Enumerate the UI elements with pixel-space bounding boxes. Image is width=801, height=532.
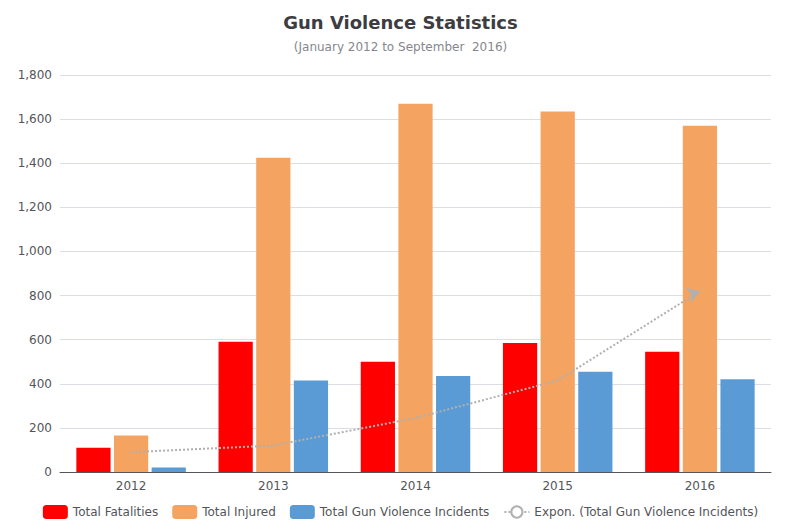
svg-text:2016: 2016 — [685, 479, 716, 493]
svg-text:400: 400 — [29, 377, 52, 391]
svg-text:2014: 2014 — [400, 479, 431, 493]
svg-text:600: 600 — [29, 333, 52, 347]
svg-text:Gun Violence Statistics: Gun Violence Statistics — [283, 12, 518, 33]
svg-text:Expon. (Total Gun Violence Inc: Expon. (Total Gun Violence Incidents) — [534, 505, 758, 519]
svg-text:1,000: 1,000 — [18, 244, 52, 258]
svg-text:1,800: 1,800 — [18, 68, 52, 82]
svg-text:Total Gun Violence Incidents: Total Gun Violence Incidents — [319, 505, 490, 519]
svg-text:Total Fatalities: Total Fatalities — [72, 505, 158, 519]
svg-text:(January 2012 to September 20: (January 2012 to September 2016) — [294, 40, 507, 54]
svg-text:200: 200 — [29, 421, 52, 435]
svg-text:2013: 2013 — [258, 479, 289, 493]
svg-text:1,600: 1,600 — [18, 112, 52, 126]
svg-text:Total Injured: Total Injured — [201, 505, 276, 519]
svg-text:1,200: 1,200 — [18, 200, 52, 214]
svg-text:800: 800 — [29, 289, 52, 303]
svg-text:1,400: 1,400 — [18, 156, 52, 170]
svg-text:2015: 2015 — [542, 479, 573, 493]
svg-text:0: 0 — [44, 465, 52, 479]
svg-text:2012: 2012 — [116, 479, 147, 493]
